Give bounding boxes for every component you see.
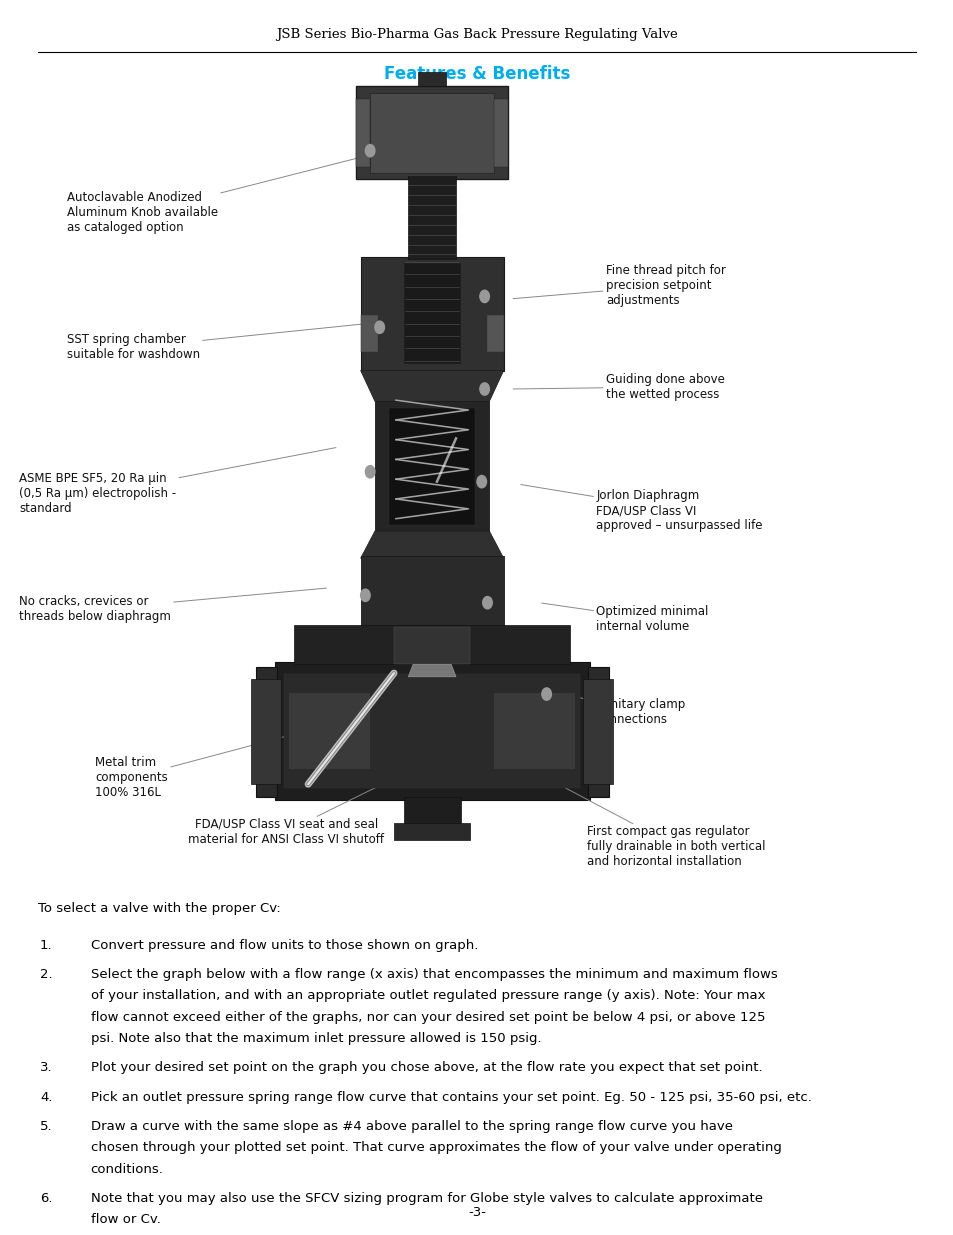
Text: flow cannot exceed either of the graphs, nor can your desired set point be below: flow cannot exceed either of the graphs,… (91, 1010, 764, 1024)
Text: SST spring chamber
suitable for washdown: SST spring chamber suitable for washdown (67, 324, 364, 362)
FancyBboxPatch shape (284, 674, 579, 788)
Text: chosen through your plotted set point. That curve approximates the flow of your : chosen through your plotted set point. T… (91, 1141, 781, 1155)
Text: 4.: 4. (40, 1091, 52, 1104)
Polygon shape (408, 664, 456, 677)
FancyBboxPatch shape (417, 72, 446, 86)
FancyBboxPatch shape (360, 556, 503, 630)
FancyBboxPatch shape (389, 408, 475, 525)
Text: No cracks, crevices or
threads below diaphragm: No cracks, crevices or threads below dia… (19, 588, 326, 624)
FancyBboxPatch shape (355, 86, 508, 179)
FancyBboxPatch shape (394, 627, 470, 664)
FancyBboxPatch shape (294, 625, 570, 664)
Text: JSB Series Bio-Pharma Gas Back Pressure Regulating Valve: JSB Series Bio-Pharma Gas Back Pressure … (275, 28, 678, 41)
FancyBboxPatch shape (251, 679, 281, 784)
FancyBboxPatch shape (370, 93, 494, 173)
Text: Draw a curve with the same slope as #4 above parallel to the spring range flow c: Draw a curve with the same slope as #4 a… (91, 1119, 732, 1132)
FancyBboxPatch shape (360, 257, 503, 370)
Circle shape (365, 144, 375, 157)
Text: 2.: 2. (40, 968, 52, 981)
Text: Metal trim
components
100% 316L: Metal trim components 100% 316L (95, 732, 302, 799)
Text: 6.: 6. (40, 1192, 52, 1205)
Text: First compact gas regulator
fully drainable in both vertical
and horizontal inst: First compact gas regulator fully draina… (554, 782, 764, 868)
FancyBboxPatch shape (255, 667, 276, 797)
Text: -3-: -3- (468, 1207, 485, 1219)
FancyBboxPatch shape (587, 667, 608, 797)
Text: Plot your desired set point on the graph you chose above, at the flow rate you e: Plot your desired set point on the graph… (91, 1061, 761, 1074)
FancyBboxPatch shape (408, 175, 456, 259)
Text: Autoclavable Anodized
Aluminum Knob available
as cataloged option: Autoclavable Anodized Aluminum Knob avai… (67, 156, 369, 235)
FancyBboxPatch shape (403, 797, 460, 827)
Text: of your installation, and with an appropriate outlet regulated pressure range (y: of your installation, and with an approp… (91, 989, 764, 1003)
Text: 1.: 1. (40, 939, 52, 952)
FancyBboxPatch shape (403, 263, 460, 364)
Polygon shape (360, 370, 503, 401)
FancyBboxPatch shape (394, 823, 470, 840)
Text: Note that you may also use the SFCV sizing program for Globe style valves to cal: Note that you may also use the SFCV sizi… (91, 1192, 761, 1205)
Circle shape (360, 589, 370, 601)
Text: ASME BPE SF5, 20 Ra μin
(0,5 Ra μm) electropolish -
standard: ASME BPE SF5, 20 Ra μin (0,5 Ra μm) elec… (19, 447, 335, 515)
Text: Convert pressure and flow units to those shown on graph.: Convert pressure and flow units to those… (91, 939, 477, 952)
Text: Features & Benefits: Features & Benefits (383, 65, 570, 83)
Text: conditions.: conditions. (91, 1163, 163, 1176)
FancyBboxPatch shape (289, 693, 370, 769)
Text: flow or Cv.: flow or Cv. (91, 1213, 160, 1226)
Text: Pick an outlet pressure spring range flow curve that contains your set point. Eg: Pick an outlet pressure spring range flo… (91, 1091, 811, 1104)
Text: To select a valve with the proper Cv:: To select a valve with the proper Cv: (38, 902, 280, 915)
Circle shape (541, 688, 551, 700)
Circle shape (365, 466, 375, 478)
FancyBboxPatch shape (360, 315, 377, 352)
FancyBboxPatch shape (494, 99, 508, 167)
Circle shape (375, 321, 384, 333)
Polygon shape (360, 531, 503, 558)
Circle shape (482, 597, 492, 609)
FancyBboxPatch shape (355, 99, 370, 167)
FancyBboxPatch shape (375, 401, 489, 531)
Text: FDA/USP Class VI seat and seal
material for ANSI Class VI shutoff: FDA/USP Class VI seat and seal material … (188, 769, 412, 846)
Text: Guiding done above
the wetted process: Guiding done above the wetted process (513, 373, 724, 401)
Text: Optimized minimal
internal volume: Optimized minimal internal volume (541, 603, 708, 634)
Text: 3.: 3. (40, 1061, 52, 1074)
Circle shape (476, 475, 486, 488)
Circle shape (479, 290, 489, 303)
FancyBboxPatch shape (486, 315, 503, 352)
Text: 5.: 5. (40, 1119, 52, 1132)
Text: psi. Note also that the maximum inlet pressure allowed is 150 psig.: psi. Note also that the maximum inlet pr… (91, 1032, 540, 1046)
Text: Select the graph below with a flow range (x axis) that encompasses the minimum a: Select the graph below with a flow range… (91, 968, 777, 981)
FancyBboxPatch shape (582, 679, 613, 784)
Text: Sanitary clamp
connections: Sanitary clamp connections (556, 693, 685, 726)
Circle shape (479, 383, 489, 395)
Text: Jorlon Diaphragm
FDA/USP Class VI
approved – unsurpassed life: Jorlon Diaphragm FDA/USP Class VI approv… (520, 484, 762, 532)
FancyBboxPatch shape (494, 693, 575, 769)
FancyBboxPatch shape (274, 662, 589, 800)
Text: Fine thread pitch for
precision setpoint
adjustments: Fine thread pitch for precision setpoint… (513, 264, 725, 308)
